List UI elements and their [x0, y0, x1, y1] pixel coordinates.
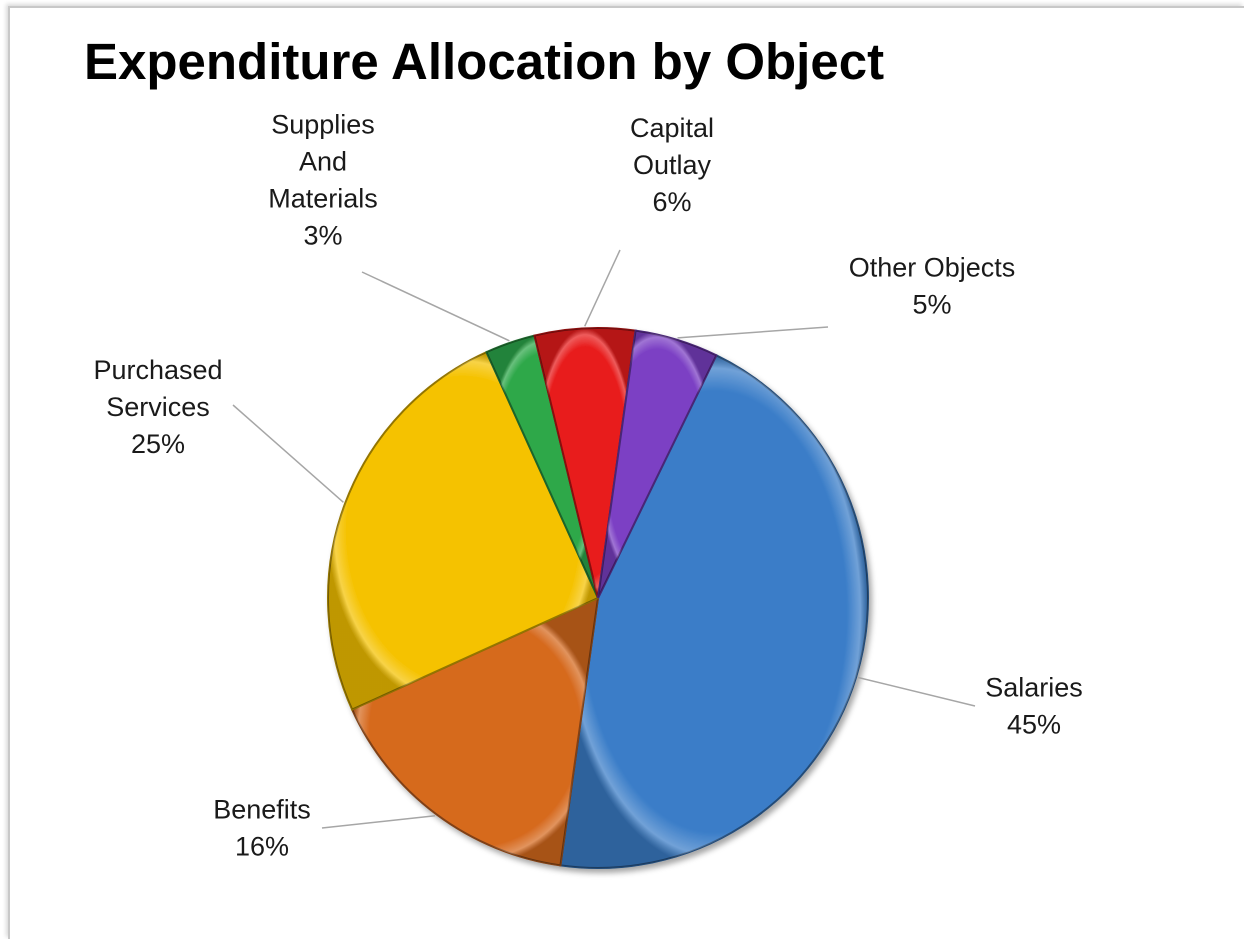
chart-title: Expenditure Allocation by Object [84, 33, 885, 90]
slices-layer [327, 327, 869, 869]
data-label-salaries: Salaries 45% [985, 673, 1083, 740]
leader-line [857, 676, 976, 707]
pie-slice-bevel [352, 598, 598, 866]
pie-slice-bevel [328, 352, 598, 710]
leader-line [321, 815, 436, 829]
leader-line [584, 249, 621, 327]
data-label-other-objects: Other Objects 5% [849, 253, 1016, 320]
data-label-benefits: Benefits 16% [213, 795, 311, 862]
data-label-supplies-and-materials: Supplies And Materials 3% [268, 110, 378, 251]
leader-line [232, 404, 344, 503]
leader-line [361, 271, 510, 342]
data-label-purchased-services: Purchased Services 25% [93, 355, 222, 459]
labels-layer: Salaries 45% Benefits 16% Purchased Services 2… [93, 110, 1082, 862]
leaders-layer [232, 249, 976, 829]
leader-line [677, 326, 829, 339]
pie-slice-bevel [534, 328, 636, 598]
pie-slice-bevel [486, 335, 598, 598]
data-label-capital-outlay: Capital Outlay 6% [630, 113, 714, 217]
pie-slice-bevel [598, 330, 717, 598]
pie-slice-bevel [560, 355, 868, 868]
